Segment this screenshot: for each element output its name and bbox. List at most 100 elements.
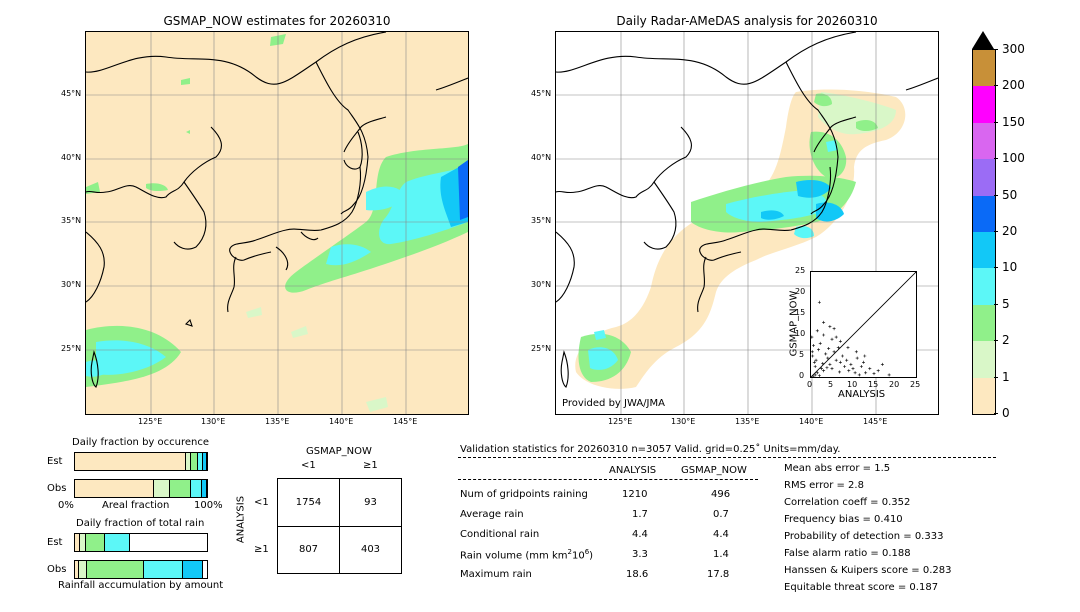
left-lat-40: 40°N bbox=[61, 153, 82, 162]
scatter-point bbox=[841, 354, 844, 358]
left-lat-30: 30°N bbox=[61, 280, 82, 289]
score-correlation: Correlation coeff = 0.352 bbox=[784, 497, 911, 508]
colorbar-label: 10 bbox=[1002, 260, 1018, 275]
scatter-point bbox=[817, 300, 821, 304]
occurrence-title: Daily fraction by occurence bbox=[72, 437, 210, 448]
bar-segment bbox=[78, 561, 87, 578]
colorbar-segment bbox=[973, 159, 995, 196]
total-rain-obs-label: Obs bbox=[47, 564, 67, 575]
colorbar-tick bbox=[994, 121, 998, 123]
scatter-point bbox=[822, 369, 826, 373]
left-lon-130: 130°E bbox=[201, 417, 226, 426]
scatter-point bbox=[822, 320, 826, 324]
scatter-point bbox=[854, 350, 858, 354]
bar-segment bbox=[185, 453, 192, 470]
scatter-point bbox=[851, 367, 855, 371]
left-lat-45: 45°N bbox=[61, 89, 82, 98]
contingency-row-lt1: <1 bbox=[254, 497, 269, 508]
colorbar-label: 150 bbox=[1002, 114, 1025, 129]
colorbar-label: 50 bbox=[1002, 187, 1018, 202]
scatter-point bbox=[838, 370, 842, 374]
validation-row4-gsmap: 1.4 bbox=[713, 549, 729, 560]
scatter-point bbox=[824, 352, 828, 356]
colorbar-segment bbox=[973, 341, 995, 378]
scatter-point bbox=[836, 346, 840, 350]
bar-segment bbox=[143, 561, 184, 578]
scatter-x-tick-10: 10 bbox=[847, 380, 858, 389]
colorbar-tick bbox=[994, 85, 998, 87]
right-lat-30: 30°N bbox=[531, 280, 552, 289]
scatter-point bbox=[832, 327, 836, 331]
colorbar-extend-arrow bbox=[972, 31, 994, 49]
scatter-point bbox=[872, 372, 876, 376]
colorbar-segment bbox=[973, 86, 995, 123]
colorbar-label: 300 bbox=[1002, 42, 1025, 56]
scatter-inset bbox=[810, 271, 917, 378]
scatter-point bbox=[830, 337, 834, 341]
right-map-canvas bbox=[556, 32, 938, 414]
scatter-point bbox=[845, 358, 849, 362]
contingency-table: 1754 93 807 403 bbox=[277, 478, 402, 574]
scatter-point bbox=[822, 333, 826, 337]
right-lat-40: 40°N bbox=[531, 153, 552, 162]
occurrence-x1: 100% bbox=[194, 500, 223, 511]
colorbar-tick bbox=[994, 340, 998, 342]
scatter-point bbox=[827, 346, 831, 350]
validation-header-rule bbox=[458, 479, 758, 480]
right-coastlines bbox=[556, 32, 938, 388]
left-rain-field bbox=[86, 34, 468, 412]
bar-segment bbox=[170, 480, 192, 497]
colorbar-label: 100 bbox=[1002, 151, 1025, 166]
left-coastlines bbox=[86, 32, 468, 388]
scatter-x-tick-25: 25 bbox=[910, 380, 921, 389]
scatter-point bbox=[811, 354, 815, 358]
right-lon-125: 125°E bbox=[608, 417, 633, 426]
provided-by-label: Provided by JWA/JMA bbox=[562, 398, 665, 409]
bar-segment bbox=[75, 534, 81, 551]
colorbar-tick bbox=[994, 49, 998, 50]
total-rain-est-bar bbox=[74, 533, 208, 552]
scatter-y-tick-0: 0 bbox=[799, 371, 805, 380]
right-lon-140: 140°E bbox=[799, 417, 824, 426]
validation-row1-analysis: 1210 bbox=[622, 489, 648, 500]
colorbar-tick bbox=[994, 413, 998, 414]
contingency-col-lt1: <1 bbox=[301, 460, 316, 471]
contingency-cell-11: 1754 bbox=[295, 497, 322, 508]
bar-segment bbox=[75, 480, 155, 497]
scatter-x-tick-15: 15 bbox=[868, 380, 879, 389]
contingency-cell-12: 93 bbox=[364, 497, 377, 508]
contingency-title: GSMAP_NOW bbox=[306, 446, 372, 457]
validation-row4-text: Rain volume (mm km bbox=[460, 550, 568, 562]
right-lat-45: 45°N bbox=[531, 89, 552, 98]
scatter-point bbox=[815, 329, 819, 333]
right-lon-130: 130°E bbox=[671, 417, 696, 426]
scatter-point bbox=[828, 325, 832, 329]
bar-segment bbox=[197, 453, 204, 470]
left-lon-125: 125°E bbox=[138, 417, 163, 426]
scatter-y-tick-25: 25 bbox=[795, 266, 806, 275]
bar-segment bbox=[154, 480, 171, 497]
left-map bbox=[85, 31, 469, 415]
scatter-point bbox=[810, 350, 814, 354]
one-to-one-line bbox=[810, 271, 917, 378]
validation-row2-label: Average rain bbox=[460, 509, 524, 520]
scatter-point bbox=[814, 358, 818, 362]
validation-row1-gsmap: 496 bbox=[711, 489, 731, 500]
scatter-point bbox=[863, 354, 867, 358]
right-lat-25: 25°N bbox=[531, 344, 552, 353]
bar-segment bbox=[80, 534, 86, 551]
left-lon-140: 140°E bbox=[329, 417, 354, 426]
right-rain-field bbox=[575, 89, 906, 389]
score-hk: Hanssen & Kuipers score = 0.283 bbox=[784, 565, 952, 576]
scatter-point bbox=[830, 367, 834, 371]
scatter-x-tick-5: 5 bbox=[828, 380, 834, 389]
scatter-point bbox=[855, 356, 859, 360]
validation-title: Validation statistics for 20260310 n=305… bbox=[460, 444, 841, 455]
colorbar-segment bbox=[973, 232, 995, 269]
contingency-side-label: ANALYSIS bbox=[235, 495, 247, 544]
scatter-point bbox=[853, 371, 857, 375]
validation-col-analysis: ANALYSIS bbox=[609, 465, 657, 476]
score-rmse: RMS error = 2.8 bbox=[784, 480, 864, 491]
scatter-point bbox=[846, 346, 850, 350]
contingency-col-ge1: ≥1 bbox=[363, 460, 378, 471]
